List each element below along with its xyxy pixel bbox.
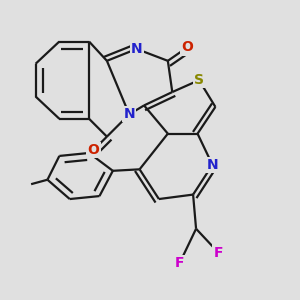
Text: N: N	[131, 42, 142, 56]
Text: N: N	[123, 107, 135, 121]
Text: F: F	[214, 245, 223, 260]
Text: O: O	[181, 40, 193, 55]
Text: F: F	[175, 256, 184, 270]
Text: N: N	[207, 158, 218, 172]
Text: S: S	[194, 73, 204, 87]
Text: O: O	[88, 143, 100, 157]
